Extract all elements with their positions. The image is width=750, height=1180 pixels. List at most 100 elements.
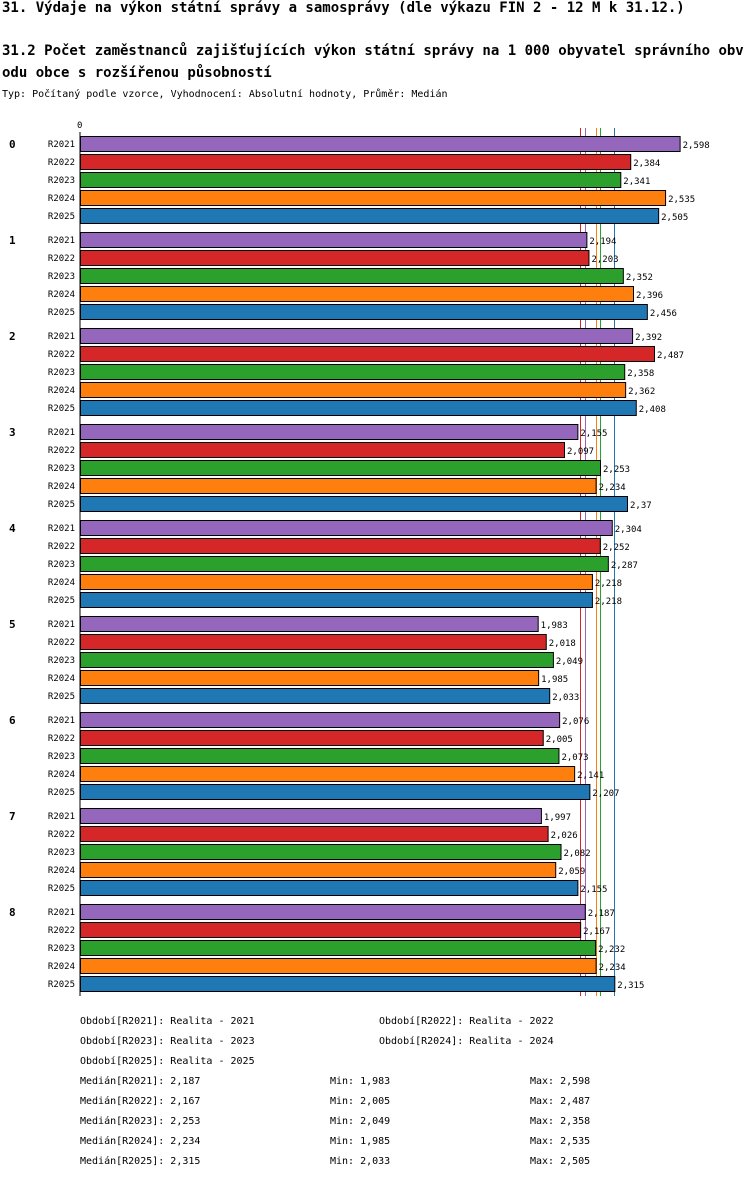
bar (80, 328, 634, 344)
bar (80, 556, 609, 572)
group-label: 7 (9, 810, 16, 823)
bar (80, 496, 628, 512)
data-label: 1,983 (541, 621, 568, 631)
bar (80, 688, 551, 704)
data-label: 2,097 (567, 447, 594, 457)
bar (80, 520, 613, 536)
bar (80, 460, 601, 476)
data-label: 2,252 (603, 543, 630, 553)
stat-median: Medián[R2024]: 2,234 (80, 1136, 201, 1147)
bar (80, 400, 637, 416)
data-label: 2,155 (580, 885, 607, 895)
series-label: R2023 (48, 656, 75, 666)
group-label: 0 (9, 138, 16, 151)
legend-item: Období[R2025]: Realita - 2025 (80, 1056, 255, 1067)
legend-item: Období[R2024]: Realita - 2024 (379, 1036, 554, 1047)
data-label: 2,073 (561, 753, 588, 763)
group-label: 5 (9, 618, 16, 631)
bar (80, 208, 660, 224)
bar (80, 538, 601, 554)
data-label: 2,026 (551, 831, 578, 841)
bar (80, 232, 588, 248)
series-label: R2024 (48, 482, 75, 492)
series-label: R2024 (48, 770, 75, 780)
data-label: 2,203 (591, 255, 618, 265)
legend-item: Období[R2022]: Realita - 2022 (379, 1016, 554, 1027)
x-axis-zero-label: 0 (77, 121, 82, 131)
data-label: 2,392 (635, 333, 662, 343)
series-label: R2022 (48, 542, 75, 552)
chart-title: 31. Výdaje na výkon státní správy a samo… (2, 0, 685, 16)
series-label: R2023 (48, 176, 75, 186)
data-label: 2,076 (562, 717, 589, 727)
series-label: R2022 (48, 830, 75, 840)
bar (80, 922, 582, 938)
data-label: 2,234 (599, 483, 626, 493)
legend-item: Období[R2023]: Realita - 2023 (80, 1036, 255, 1047)
series-label: R2024 (48, 194, 75, 204)
series-label: R2024 (48, 962, 75, 972)
series-label: R2021 (48, 140, 75, 150)
bar (80, 592, 593, 608)
series-label: R2024 (48, 578, 75, 588)
series-label: R2021 (48, 428, 75, 438)
stat-median: Medián[R2022]: 2,167 (80, 1096, 201, 1107)
bar (80, 880, 579, 896)
data-label: 2,396 (636, 291, 663, 301)
stat-median: Medián[R2023]: 2,253 (80, 1116, 201, 1127)
bar (80, 652, 554, 668)
bar (80, 268, 624, 284)
stat-median: Medián[R2025]: 2,315 (80, 1156, 201, 1167)
group-label: 6 (9, 714, 16, 727)
data-label: 2,082 (564, 849, 591, 859)
data-label: 2,408 (639, 405, 666, 415)
data-label: 2,049 (556, 657, 583, 667)
series-label: R2025 (48, 212, 75, 222)
bar (80, 424, 579, 440)
stat-min: Min: 1,985 (330, 1136, 391, 1147)
series-label: R2023 (48, 944, 75, 954)
bar (80, 670, 540, 686)
data-label: 2,194 (589, 237, 616, 247)
series-label: R2024 (48, 866, 75, 876)
stat-max: Max: 2,505 (530, 1156, 591, 1167)
bar (80, 364, 626, 380)
data-label: 2,207 (592, 789, 619, 799)
bar (80, 616, 539, 632)
data-label: 2,304 (615, 525, 642, 535)
bar (80, 634, 547, 650)
series-label: R2021 (48, 524, 75, 534)
data-label: 2,341 (623, 177, 650, 187)
bar (80, 904, 586, 920)
data-label: 2,358 (627, 369, 654, 379)
bar (80, 382, 627, 398)
data-label: 2,218 (595, 597, 622, 607)
bar (80, 976, 616, 992)
bar (80, 958, 597, 974)
data-label: 2,018 (549, 639, 576, 649)
data-label: 2,033 (552, 693, 579, 703)
series-label: R2024 (48, 290, 75, 300)
data-label: 2,535 (668, 195, 695, 205)
data-label: 2,155 (580, 429, 607, 439)
data-label: 2,234 (599, 963, 626, 973)
series-label: R2021 (48, 716, 75, 726)
series-label: R2022 (48, 350, 75, 360)
bar (80, 286, 634, 302)
data-label: 2,167 (583, 927, 610, 937)
series-label: R2025 (48, 692, 75, 702)
series-label: R2021 (48, 332, 75, 342)
data-label: 2,598 (683, 141, 710, 151)
data-label: 2,37 (630, 501, 652, 511)
series-label: R2021 (48, 812, 75, 822)
data-label: 2,315 (617, 981, 644, 991)
group-label: 4 (9, 522, 16, 535)
bar (80, 574, 593, 590)
group-label: 3 (9, 426, 16, 439)
data-label: 2,005 (546, 735, 573, 745)
series-label: R2021 (48, 908, 75, 918)
bar (80, 172, 622, 188)
bar (80, 748, 560, 764)
series-label: R2025 (48, 788, 75, 798)
